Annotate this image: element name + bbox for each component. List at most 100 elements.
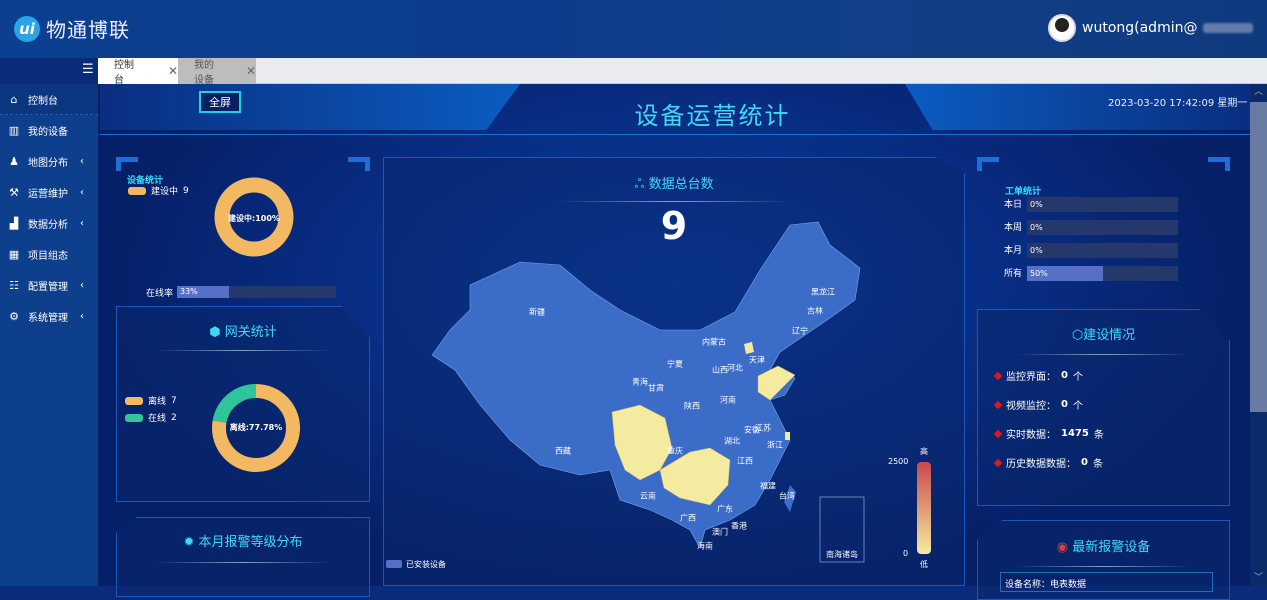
province-label: 香港	[731, 521, 747, 531]
item-unit: 个	[1072, 401, 1083, 412]
province-label: 新疆	[529, 307, 545, 317]
construction-title-text: 建设情况	[1083, 328, 1136, 343]
corner-decoration	[977, 157, 999, 171]
donut-center-label: 建设中:100%	[228, 214, 280, 223]
alarm-icon: ◉	[1056, 540, 1073, 555]
online-rate-value: 33%	[180, 287, 198, 296]
province-label: 江苏	[755, 423, 771, 433]
donut-slice[interactable]	[214, 177, 294, 257]
scrollbar-thumb[interactable]	[1250, 102, 1267, 412]
user-menu[interactable]: wutong(admin@	[1048, 14, 1254, 42]
province-label: 天津	[749, 355, 765, 365]
alarm-level-title-text: 本月报警等级分布	[198, 535, 303, 550]
close-icon[interactable]: ✕	[167, 64, 178, 78]
gateway-icon: ⬢	[209, 325, 225, 340]
scroll-down-icon[interactable]: ﹀	[1253, 573, 1263, 583]
devices-icon: ▥	[8, 124, 20, 137]
sidebar: ⌂ 控制台 ▥ 我的设备 ♟ 地图分布 ‹ ⚒ 运营维护 ‹ ▟ 数据分析 ‹ ▦ 项目组态 ☷ 配置管理 ‹ ⚙ 系…	[0, 84, 98, 586]
item-unit: 个	[1072, 372, 1083, 383]
tab-my-devices[interactable]: 我的设备 ✕	[178, 58, 256, 86]
divider	[1015, 354, 1192, 355]
work-order-label: 本周	[1004, 223, 1023, 233]
taiwan[interactable]	[784, 485, 796, 512]
sidebar-item-4[interactable]: ▟ 数据分析 ‹	[0, 208, 98, 239]
legend-swatch	[125, 413, 143, 422]
legend-value: 7	[171, 395, 177, 406]
scrollbar[interactable]: ︿ ﹀	[1250, 84, 1267, 586]
chevron-left-icon: ‹	[80, 280, 84, 291]
province-label: 河北	[727, 363, 743, 373]
diamond-icon	[993, 429, 1003, 438]
province-label: 甘肃	[648, 383, 664, 393]
south-sea-inset	[819, 496, 865, 563]
work-order-value: 0%	[1030, 200, 1043, 209]
sidebar-item-7[interactable]: ⚙ 系统管理 ‹	[0, 301, 98, 332]
alarm-device-row[interactable]: 设备名称：电表数据	[1000, 572, 1213, 592]
scroll-up-icon[interactable]: ︿	[1253, 87, 1263, 97]
tab-label: 控制台	[114, 60, 134, 86]
corner-decoration	[348, 157, 370, 171]
sidebar-item-1[interactable]: ▥ 我的设备	[0, 115, 98, 146]
gateway-title-text: 网关统计	[224, 325, 277, 340]
work-order-label: 本日	[1004, 200, 1023, 210]
sidebar-item-0[interactable]: ⌂ 控制台	[0, 84, 98, 115]
sidebar-item-label: 运营维护	[28, 189, 68, 200]
fullscreen-button[interactable]: 全屏	[199, 91, 241, 113]
work-order-label: 本月	[1004, 246, 1023, 256]
sidebar-item-6[interactable]: ☷ 配置管理 ‹	[0, 270, 98, 301]
sidebar-item-3[interactable]: ⚒ 运营维护 ‹	[0, 177, 98, 208]
province-beijing[interactable]	[744, 342, 754, 354]
legend-value: 2	[171, 412, 177, 423]
legend-item[interactable]: 建设中 9	[128, 184, 189, 197]
corner-decoration	[116, 157, 138, 171]
map-user-icon: ♟	[9, 155, 19, 168]
province-label: 江西	[737, 456, 753, 466]
legend-item[interactable]: 在线 2	[125, 411, 177, 424]
map-legend-label[interactable]: 已安装设备	[406, 560, 446, 569]
construction-panel: ⬡建设情况 监控界面： 0 个视频监控： 0 个实时数据： 1475 条历史数据数据： 0 条	[977, 309, 1230, 506]
home-icon: ⌂	[10, 92, 18, 106]
china-outline[interactable]	[431, 221, 861, 549]
legend-value: 9	[183, 185, 189, 196]
device-donut-chart	[214, 177, 294, 257]
donut-slice[interactable]	[212, 384, 300, 472]
logo: ui 物通博联	[14, 14, 130, 43]
donut-slice[interactable]	[212, 384, 257, 424]
hexagon-icon: ⬡	[1071, 328, 1084, 343]
visual-map-scale[interactable]	[917, 462, 931, 554]
chevron-left-icon: ‹	[80, 156, 84, 167]
province-label: 山西	[712, 365, 728, 375]
item-label: 监控界面：	[1006, 372, 1056, 383]
province-shanghai[interactable]	[785, 432, 790, 440]
item-label: 视频监控：	[1006, 401, 1056, 412]
chevron-left-icon: ‹	[80, 187, 84, 198]
legend-label: 在线	[148, 414, 167, 424]
item-value: 0	[1061, 399, 1068, 410]
legend-item[interactable]: 离线 7	[125, 394, 177, 407]
province-guizhou-hunan[interactable]	[659, 447, 731, 506]
province-shandong[interactable]	[757, 365, 796, 401]
nodes-icon: ஃ	[634, 177, 649, 192]
logo-mark: ui	[14, 15, 40, 42]
scale-low-label: 低	[920, 560, 928, 569]
construction-title: ⬡建设情况	[978, 324, 1229, 343]
map-title-text: 数据总台数	[648, 177, 714, 192]
province-label: 河南	[720, 395, 736, 405]
sidebar-item-5[interactable]: ▦ 项目组态	[0, 239, 98, 270]
close-icon[interactable]: ✕	[245, 64, 256, 78]
sidebar-item-2[interactable]: ♟ 地图分布 ‹	[0, 146, 98, 177]
banner-decoration-right	[905, 84, 1250, 130]
top-header: ui 物通博联 wutong(admin@	[0, 0, 1267, 58]
province-label: 黑龙江	[811, 287, 835, 297]
tab-console[interactable]: 控制台 ✕	[98, 58, 178, 86]
sidebar-item-label: 地图分布	[28, 158, 68, 169]
divider	[1015, 566, 1192, 567]
total-count: 9	[660, 204, 688, 248]
divider	[558, 201, 790, 202]
hamburger-menu-icon[interactable]: ☰	[82, 62, 94, 77]
chevron-left-icon: ‹	[80, 311, 84, 322]
avatar	[1048, 14, 1076, 42]
province-label: 吉林	[807, 306, 823, 316]
diamond-icon	[993, 400, 1003, 409]
work-order-bar: 50%	[1027, 266, 1178, 281]
